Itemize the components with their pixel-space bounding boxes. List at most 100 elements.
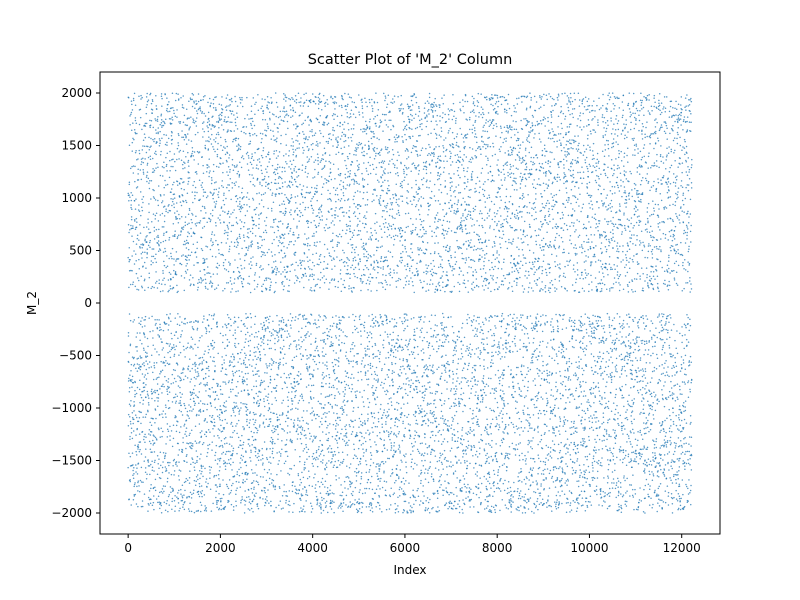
scatter-point xyxy=(348,228,351,230)
scatter-point xyxy=(200,485,203,487)
scatter-point xyxy=(274,173,277,176)
scatter-point xyxy=(189,410,191,412)
scatter-point xyxy=(194,186,197,189)
scatter-point xyxy=(302,275,305,277)
scatter-point xyxy=(335,207,337,209)
scatter-point xyxy=(222,264,225,267)
scatter-point xyxy=(227,228,230,230)
scatter-point xyxy=(146,256,148,259)
scatter-point xyxy=(164,509,167,511)
scatter-point xyxy=(262,110,265,112)
scatter-point xyxy=(299,478,302,481)
scatter-point xyxy=(135,149,137,152)
scatter-point xyxy=(214,125,216,127)
scatter-point xyxy=(253,351,255,354)
scatter-point xyxy=(327,437,330,440)
scatter-point xyxy=(251,155,254,158)
scatter-point xyxy=(168,101,170,103)
scatter-point xyxy=(355,206,357,208)
scatter-point xyxy=(320,460,322,463)
scatter-point xyxy=(175,260,177,262)
scatter-point xyxy=(348,96,351,98)
scatter-point xyxy=(291,490,294,493)
scatter-point xyxy=(176,496,178,498)
scatter-point xyxy=(319,502,321,504)
scatter-point xyxy=(256,456,259,459)
scatter-point xyxy=(299,313,301,316)
scatter-point xyxy=(220,253,222,256)
scatter-point xyxy=(196,367,199,369)
scatter-point xyxy=(352,341,354,344)
scatter-point xyxy=(174,505,177,507)
scatter-point xyxy=(174,369,176,372)
scatter-point xyxy=(158,428,160,431)
scatter-point xyxy=(235,505,238,507)
scatter-point xyxy=(314,187,316,189)
scatter-point xyxy=(269,448,271,450)
scatter-point xyxy=(341,406,343,408)
scatter-point xyxy=(197,131,199,134)
scatter-point xyxy=(313,435,315,437)
scatter-point xyxy=(327,424,329,427)
scatter-point xyxy=(183,423,186,425)
scatter-point xyxy=(142,201,144,204)
scatter-point xyxy=(202,164,204,167)
scatter-point xyxy=(293,424,296,426)
scatter-point xyxy=(232,449,234,452)
scatter-point xyxy=(222,334,224,337)
scatter-point xyxy=(241,434,243,437)
scatter-point xyxy=(330,171,332,174)
scatter-point xyxy=(240,156,243,159)
scatter-point xyxy=(238,176,240,178)
scatter-point xyxy=(298,489,301,492)
scatter-point xyxy=(247,340,250,343)
scatter-point xyxy=(221,180,223,182)
scatter-point xyxy=(232,169,235,172)
scatter-point xyxy=(144,158,146,160)
scatter-point xyxy=(266,95,269,98)
scatter-point xyxy=(232,505,235,508)
scatter-point xyxy=(335,325,338,327)
scatter-point xyxy=(181,194,184,197)
scatter-point xyxy=(215,266,218,268)
scatter-point xyxy=(304,434,307,436)
scatter-point xyxy=(203,217,206,219)
scatter-point xyxy=(225,269,228,271)
scatter-point xyxy=(176,237,179,240)
scatter-point xyxy=(270,347,272,350)
scatter-point xyxy=(227,231,229,234)
scatter-point xyxy=(236,241,239,243)
scatter-point xyxy=(150,102,153,105)
scatter-point xyxy=(349,501,351,503)
scatter-point xyxy=(249,502,252,505)
scatter-point xyxy=(260,381,262,384)
scatter-point xyxy=(268,347,271,350)
scatter-point xyxy=(336,140,338,142)
scatter-point xyxy=(273,430,276,433)
scatter-point xyxy=(180,255,183,257)
scatter-point xyxy=(302,105,305,107)
scatter-point xyxy=(242,286,244,288)
scatter-point xyxy=(313,161,315,163)
scatter-point xyxy=(351,264,354,266)
scatter-point xyxy=(205,431,208,433)
scatter-point xyxy=(177,442,179,445)
scatter-point xyxy=(130,204,132,206)
scatter-point xyxy=(262,268,264,270)
scatter-point xyxy=(334,214,337,216)
scatter-point xyxy=(213,314,215,317)
scatter-point xyxy=(167,461,169,464)
scatter-point xyxy=(259,476,262,478)
scatter-point xyxy=(132,225,134,227)
scatter-point xyxy=(200,99,202,102)
scatter-point xyxy=(309,118,312,121)
scatter-point xyxy=(168,464,170,467)
scatter-point xyxy=(229,463,232,466)
scatter-point xyxy=(193,376,196,379)
scatter-point xyxy=(337,144,339,146)
scatter-point xyxy=(165,379,168,382)
scatter-point xyxy=(161,385,163,387)
scatter-point xyxy=(157,250,160,253)
scatter-point xyxy=(188,165,190,167)
scatter-point xyxy=(257,348,260,350)
